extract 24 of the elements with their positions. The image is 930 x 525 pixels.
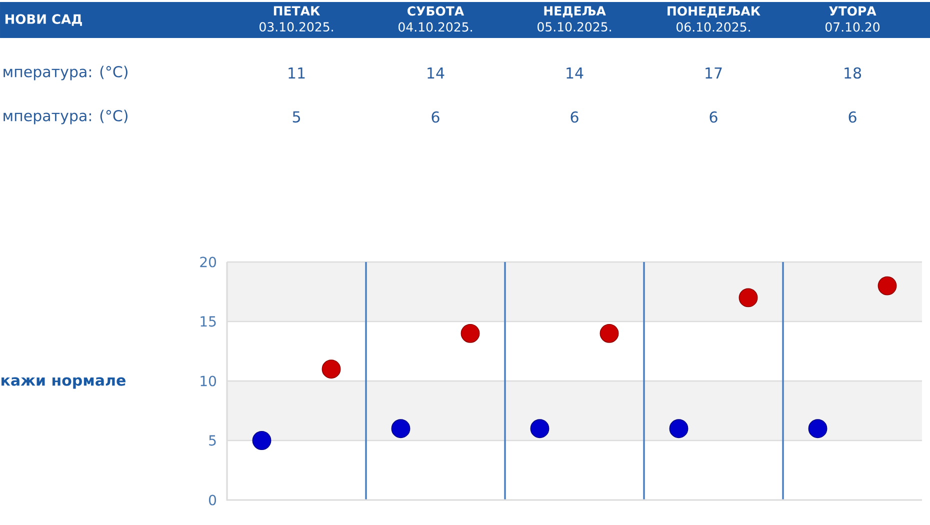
text: кажи нормале [2,377,126,389]
text: СУБОТА 04.10.2025. [398,6,472,32]
y-tick-label: 5 [209,435,216,446]
y-tick-label: 15 [200,316,216,327]
data-label: 14 [566,68,584,78]
y-tick-label: 0 [208,494,216,506]
text: НЕДЕЉА 05.10.2025. [538,6,611,32]
data-label: 5 [292,111,300,123]
data-label: 14 [428,68,444,78]
y-tick-label: 10 [200,376,216,386]
text: НОВИ САД [5,14,82,26]
data-label: 6 [570,111,578,123]
text: ПЕТАК 03.10.2025. [260,6,333,32]
data-label: 6 [432,111,440,123]
text: мпература: (°C) [4,66,128,80]
data-label: 18 [844,67,862,79]
text: мпература: (°C) [4,110,128,124]
y-tick-label: 20 [200,256,216,268]
data-label: 6 [848,111,856,123]
data-label: 17 [706,68,722,78]
text: ПОНЕДЕЉАК 06.10.2025. [668,6,760,32]
data-label: 6 [710,111,718,123]
text: УТОРА 07.10.20 [825,6,880,32]
data-label: 11 [288,68,305,78]
